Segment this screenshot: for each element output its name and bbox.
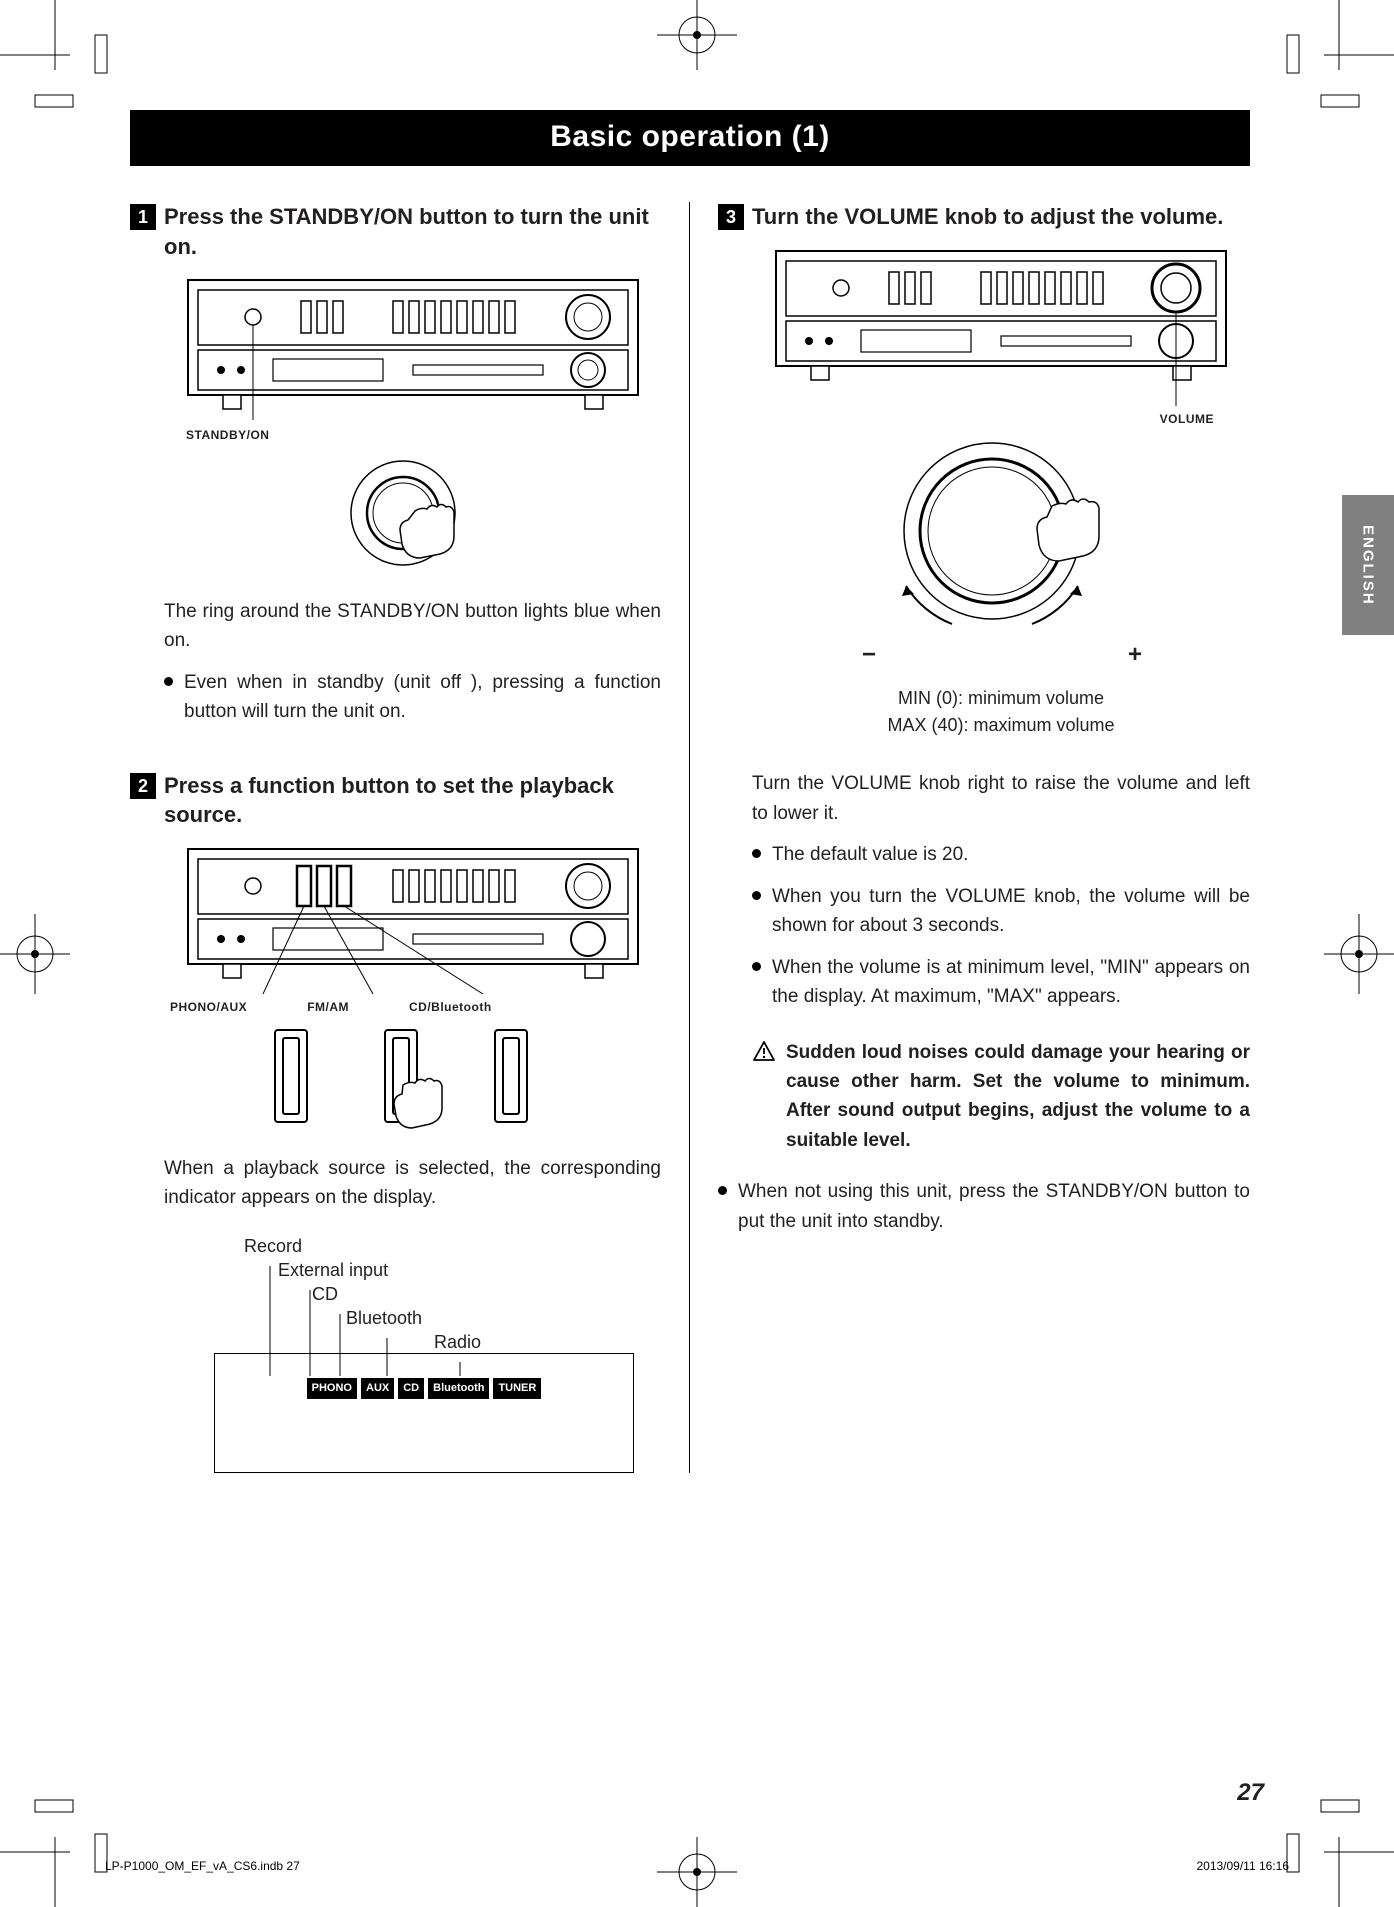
- caution-text: Sudden loud noises could damage your hea…: [786, 1038, 1250, 1156]
- step3-bullet2: When you turn the VOLUME knob, the volum…: [752, 882, 1250, 941]
- volume-knob-diagram: [862, 436, 1142, 636]
- crop-mark-br: [1274, 1787, 1394, 1907]
- page-number: 27: [1237, 1779, 1264, 1807]
- standby-button-diagram: [343, 453, 483, 583]
- standby-label: STANDBY/ON: [186, 426, 661, 445]
- step1-number: 1: [130, 204, 156, 230]
- reg-mark-top: [657, 0, 737, 70]
- step3-bullet3: When the volume is at minimum level, "MI…: [752, 953, 1250, 1012]
- footer-file: LP-P1000_OM_EF_vA_CS6.indb 27: [105, 1859, 300, 1873]
- footer-date: 2013/09/11 16:16: [1196, 1859, 1289, 1873]
- crop-mark-bl: [0, 1787, 120, 1907]
- volume-label: VOLUME: [752, 410, 1214, 429]
- src-aux: AUX: [361, 1378, 394, 1399]
- step3-title: Turn the VOLUME knob to adjust the volum…: [752, 202, 1250, 232]
- step2-body: When a playback source is selected, the …: [164, 1154, 661, 1213]
- device-diagram-3: [771, 246, 1231, 406]
- reg-mark-left: [0, 914, 70, 994]
- fn-label-phono: PHONO/AUX: [170, 998, 247, 1017]
- fn-label-cdbt: CD/Bluetooth: [409, 998, 492, 1017]
- step2-title: Press a function button to set the playb…: [164, 771, 661, 830]
- step3-number: 3: [718, 204, 744, 230]
- language-tab: ENGLISH: [1342, 495, 1394, 635]
- lbl-bt: Bluetooth: [346, 1305, 422, 1333]
- display-diagram: Record External input CD Bluetooth Radio: [214, 1233, 634, 1473]
- step1-title: Press the STANDBY/ON button to turn the …: [164, 202, 661, 261]
- footer: LP-P1000_OM_EF_vA_CS6.indb 27 2013/09/11…: [105, 1859, 1289, 1873]
- src-bt: Bluetooth: [428, 1378, 489, 1399]
- src-cd: CD: [398, 1378, 424, 1399]
- lbl-cd: CD: [312, 1281, 338, 1309]
- step1-bullet1: Even when in standby (unit off ), pressi…: [164, 668, 661, 727]
- page-title: Basic operation (1): [130, 110, 1250, 166]
- caution-block: Sudden loud noises could damage your hea…: [752, 1038, 1250, 1156]
- vol-plus: +: [1128, 636, 1142, 673]
- step1-head: 1 Press the STANDBY/ON button to turn th…: [130, 202, 661, 261]
- warning-icon: [752, 1040, 776, 1064]
- step3-head: 3 Turn the VOLUME knob to adjust the vol…: [718, 202, 1250, 232]
- language-tab-label: ENGLISH: [1360, 525, 1377, 606]
- step2-head: 2 Press a function button to set the pla…: [130, 771, 661, 830]
- device-diagram-2: [183, 844, 643, 994]
- step3-bullet1: The default value is 20.: [752, 840, 1250, 869]
- src-tuner: TUNER: [493, 1378, 541, 1399]
- vol-minus: −: [862, 636, 876, 673]
- crop-mark-tl: [0, 0, 120, 120]
- fn-label-fmam: FM/AM: [307, 998, 349, 1017]
- vol-max-caption: MAX (40): maximum volume: [752, 712, 1250, 739]
- step3-final: When not using this unit, press the STAN…: [718, 1177, 1250, 1236]
- crop-mark-tr: [1274, 0, 1394, 120]
- device-diagram-1: [183, 275, 643, 420]
- step3-body: Turn the VOLUME knob right to raise the …: [752, 769, 1250, 828]
- step2-number: 2: [130, 773, 156, 799]
- function-buttons-diagram: [243, 1025, 583, 1140]
- src-phono: PHONO: [307, 1378, 357, 1399]
- reg-mark-right: [1324, 914, 1394, 994]
- vol-min-caption: MIN (0): minimum volume: [752, 685, 1250, 712]
- step1-body: The ring around the STANDBY/ON button li…: [164, 597, 661, 656]
